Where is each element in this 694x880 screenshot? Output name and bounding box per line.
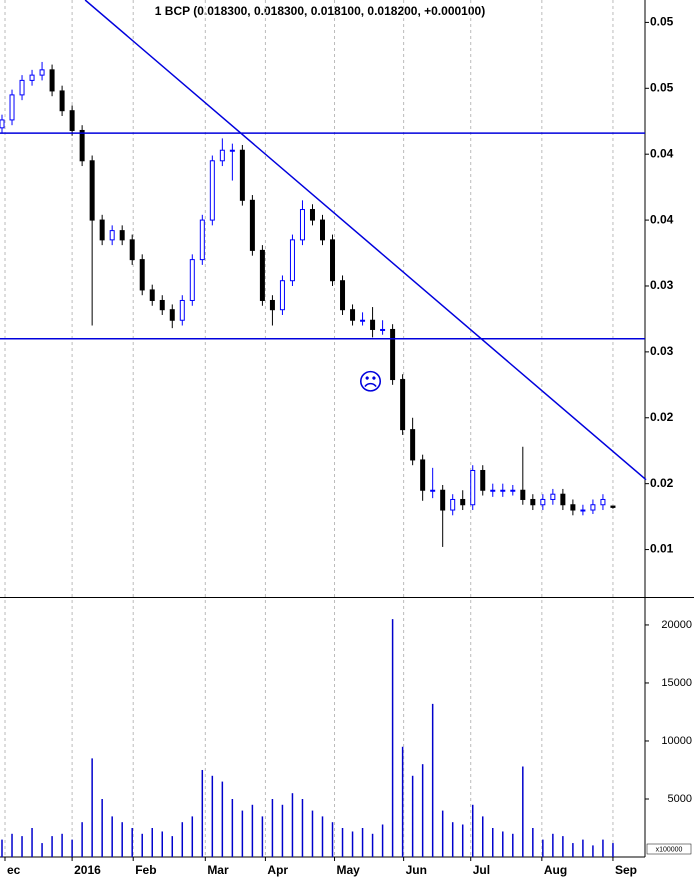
- candle-body: [420, 459, 426, 491]
- unit-label: x100000: [656, 846, 683, 853]
- x-tick-label: Jul: [473, 863, 490, 877]
- candle-body: [49, 69, 55, 92]
- x-tick-label: ec: [7, 863, 21, 877]
- candle-body: [460, 498, 466, 506]
- candle-body: [139, 259, 145, 291]
- candle-body: [470, 469, 476, 506]
- x-tick-label: Aug: [544, 863, 567, 877]
- candle-body: [570, 504, 576, 511]
- y-tick-label: 0.04: [650, 146, 674, 160]
- x-tick-label: Apr: [267, 863, 288, 877]
- candle-body: [29, 74, 35, 81]
- y-tick-label: 0.02: [650, 410, 674, 424]
- y-tick-label: 0.05: [650, 15, 674, 29]
- candle-body: [390, 328, 396, 381]
- candle-body: [289, 239, 295, 282]
- candle-body: [309, 209, 315, 221]
- candle-body: [69, 110, 75, 131]
- candle-body: [149, 289, 155, 301]
- candle-body: [380, 328, 386, 331]
- candle-body: [209, 160, 215, 221]
- candle-body: [159, 299, 165, 311]
- candle-body: [520, 489, 526, 500]
- candle-body: [510, 489, 516, 492]
- x-tick-label: Feb: [135, 863, 156, 877]
- candle-body: [550, 493, 556, 500]
- y-tick-label: 0.04: [650, 212, 674, 226]
- chart-title: 1 BCP (0.018300, 0.018300, 0.018100, 0.0…: [155, 4, 485, 18]
- candle-body: [39, 69, 45, 76]
- candle-body: [89, 160, 95, 221]
- x-tick-label: Jun: [406, 863, 427, 877]
- candle-body: [360, 319, 366, 322]
- candle-body: [590, 504, 596, 511]
- candle-body: [410, 429, 416, 461]
- candle-body: [239, 149, 245, 201]
- candle-body: [279, 280, 285, 311]
- x-tick-label: Sep: [615, 863, 637, 877]
- candle-body: [189, 259, 195, 301]
- candle-body: [259, 249, 265, 301]
- y-tick-label: 0.05: [650, 80, 674, 94]
- candle-body: [109, 230, 115, 241]
- trend-line: [84, 0, 647, 481]
- candle-body: [229, 149, 235, 152]
- candle-body: [450, 498, 456, 511]
- candle-body: [119, 230, 125, 241]
- candle-body: [530, 498, 536, 506]
- candle-body: [0, 119, 5, 129]
- x-tick-label: May: [337, 863, 361, 877]
- x-tick-label: Mar: [207, 863, 229, 877]
- candle-body: [269, 299, 275, 311]
- candle-body: [440, 489, 446, 511]
- candle-body: [580, 509, 586, 512]
- annotation: ☹: [358, 369, 383, 396]
- candle-body: [299, 209, 305, 241]
- candle-body: [500, 489, 506, 492]
- y-tick-label: 0.03: [650, 278, 674, 292]
- candle-body: [199, 219, 205, 261]
- candle-body: [169, 309, 175, 321]
- candle-body: [430, 489, 436, 492]
- candle-body: [320, 219, 325, 241]
- candle-body: [340, 280, 346, 311]
- y-tick-label: 5000: [668, 793, 692, 805]
- candle-body: [9, 94, 15, 121]
- candle-body: [129, 239, 135, 261]
- y-tick-label: 15000: [661, 677, 692, 689]
- candle-body: [610, 505, 616, 508]
- candle-body: [400, 379, 406, 431]
- candle-body: [540, 498, 546, 506]
- y-tick-label: 10000: [661, 735, 692, 747]
- y-tick-label: 0.02: [650, 476, 674, 490]
- candle-body: [59, 90, 65, 112]
- candle-body: [330, 239, 336, 282]
- candle-body: [249, 199, 255, 251]
- candle-body: [370, 319, 376, 330]
- candle-body: [480, 469, 486, 491]
- candle-body: [600, 498, 606, 506]
- x-tick-label: 2016: [74, 863, 101, 877]
- candle-body: [490, 489, 496, 492]
- unit-box: [646, 843, 692, 855]
- candle-body: [19, 79, 25, 96]
- candle-body: [99, 219, 105, 241]
- candle-body: [79, 129, 85, 162]
- y-tick-label: 0.01: [650, 542, 674, 556]
- candle-body: [560, 493, 566, 506]
- candle-body: [350, 309, 356, 321]
- candle-body: [179, 299, 185, 321]
- y-tick-label: 20000: [661, 619, 692, 631]
- candle-body: [219, 149, 225, 162]
- y-tick-label: 0.03: [650, 344, 674, 358]
